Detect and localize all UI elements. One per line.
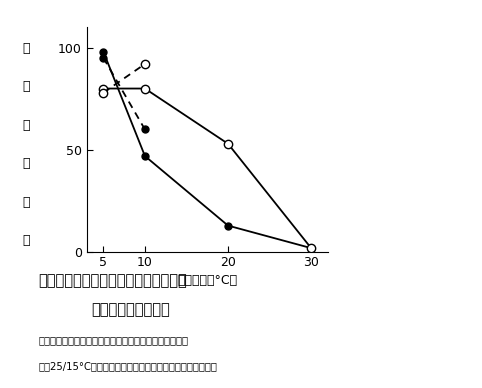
- Text: 种子の休眠覚醒程度: 种子の休眠覚醒程度: [92, 303, 170, 318]
- Text: 围４　湛水土壌中における贯蔵温度と: 围４ 湛水土壌中における贯蔵温度と: [39, 274, 187, 289]
- Text: ）: ）: [23, 234, 30, 247]
- Text: 発: 発: [23, 42, 30, 55]
- Text: 注）種子を各温度の湛水土壌中に４カ月間貯蔵した後，: 注）種子を各温度の湛水土壌中に４カ月間貯蔵した後，: [39, 336, 188, 346]
- Text: ％: ％: [23, 196, 30, 209]
- Text: ㉐25/15°C，湿潤ろ紙床（明条件）で発芽率を調査した。: ㉐25/15°C，湿潤ろ紙床（明条件）で発芽率を調査した。: [39, 362, 217, 372]
- Text: 芽: 芽: [23, 80, 30, 94]
- X-axis label: 贯蔵温度（°C）: 贯蔵温度（°C）: [177, 274, 237, 286]
- Text: 率: 率: [23, 119, 30, 132]
- Text: （: （: [23, 157, 30, 170]
